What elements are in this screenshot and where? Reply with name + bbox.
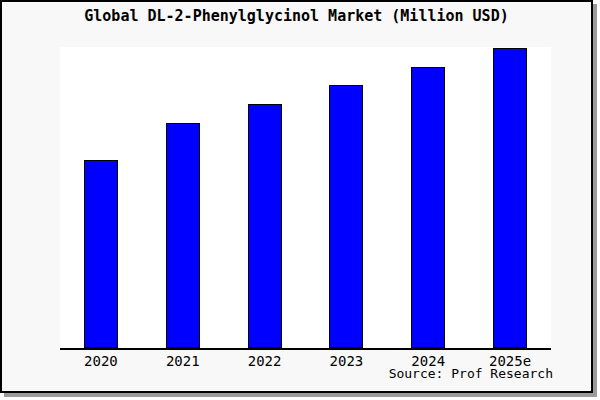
bar-slot bbox=[142, 47, 224, 348]
source-label: Source: Prof Research bbox=[2, 366, 553, 381]
bar-slot bbox=[469, 47, 551, 348]
page: Global DL-2-Phenylglycinol Market (Milli… bbox=[0, 0, 600, 400]
bar-2024 bbox=[411, 67, 445, 348]
bar-2025e bbox=[493, 48, 527, 348]
bar-slot bbox=[60, 47, 142, 348]
bar-2020 bbox=[84, 160, 118, 348]
bar-slot bbox=[224, 47, 306, 348]
plot-area bbox=[60, 47, 551, 350]
bar-slot bbox=[305, 47, 387, 348]
bar-2021 bbox=[166, 123, 200, 348]
bar-2022 bbox=[248, 104, 282, 348]
bar-slot bbox=[387, 47, 469, 348]
bars-container bbox=[60, 47, 551, 348]
chart-card: Global DL-2-Phenylglycinol Market (Milli… bbox=[0, 0, 593, 393]
bar-2023 bbox=[329, 85, 363, 348]
chart-title: Global DL-2-Phenylglycinol Market (Milli… bbox=[2, 7, 591, 25]
